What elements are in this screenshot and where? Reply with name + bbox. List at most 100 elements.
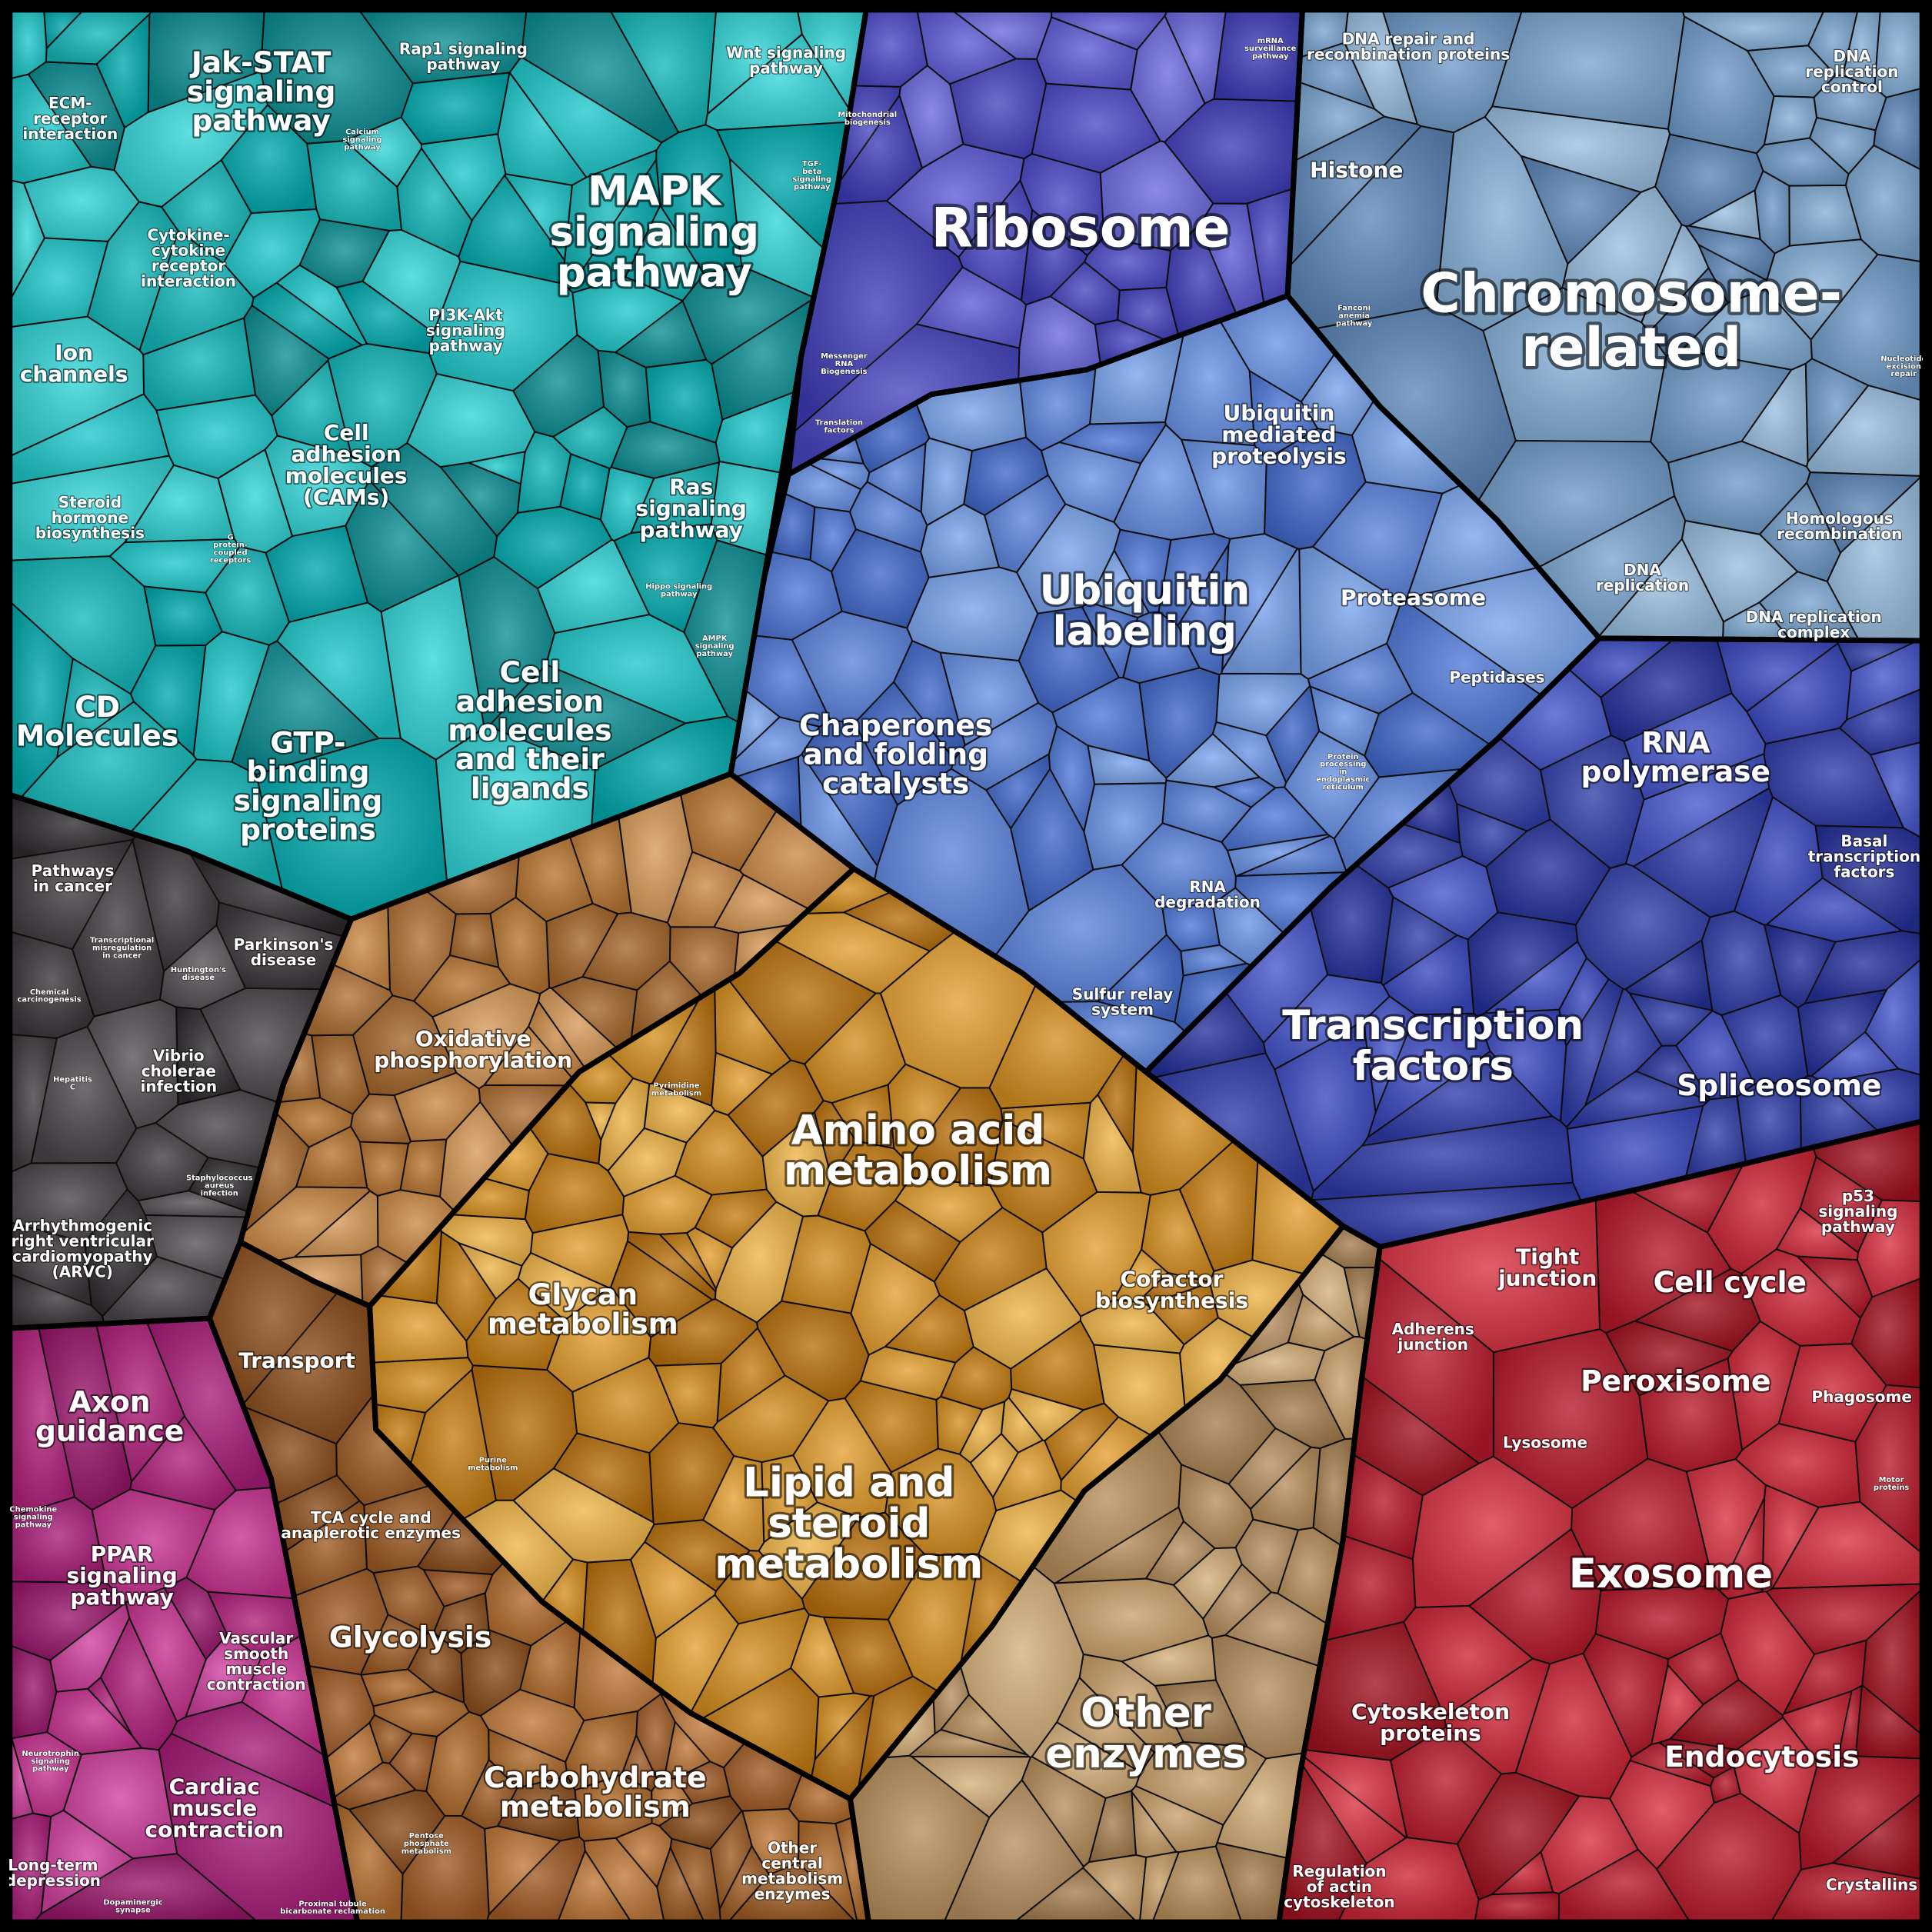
replication-repair-cell-shading (1845, 145, 1923, 262)
metabolism-cell-shading (781, 1215, 871, 1314)
carbohydrate-cell-shading (788, 1773, 853, 1824)
pathway-label-line: Cofactor (1121, 1267, 1224, 1292)
pathway-label-line: Sulfur relay (1072, 984, 1173, 1003)
ribosome-cell-shading (1164, 98, 1298, 204)
transcription-cell-shading (1153, 1053, 1314, 1201)
carbohydrate-cell-shading (361, 1669, 435, 1707)
ribosome-cell-shading (1198, 203, 1264, 315)
pathway-label-line: hormone (52, 508, 128, 527)
metabolism-cell-shading (960, 1555, 1022, 1665)
metabolism-cell-shading (989, 984, 1124, 1109)
replication-repair-cell-shading (1477, 441, 1675, 568)
cellular-processes-cell-shading (1766, 1584, 1923, 1655)
disease-cell-shading (138, 1191, 249, 1217)
organismal-cell-shading (63, 1747, 178, 1859)
pathway-label: AMPK signaling pathway (695, 635, 734, 658)
other-enzymes-cell-shading (1131, 1791, 1177, 1857)
genetic-information-cell-shading (1018, 607, 1119, 713)
metabolism-cell-shading (1210, 1260, 1305, 1338)
pathway-label: TGF-beta signaling pathway (792, 160, 831, 192)
genetic-information-cell-shading (1098, 934, 1184, 1023)
replication-repair-cell-shading (1382, 9, 1523, 133)
cellular-processes-cell-shading (1595, 1191, 1731, 1333)
cellular-processes-cell-shading (1659, 1738, 1737, 1778)
pathway-label-line: complex (1777, 623, 1850, 641)
replication-repair-cell-shading (1436, 117, 1568, 331)
pathway-label: Carbohydrate metabolism (484, 1760, 707, 1824)
metabolism-cell-shading (793, 1398, 891, 1517)
pathway-label-line: recombination proteins (1307, 45, 1510, 64)
signaling-cell-shading (369, 443, 498, 576)
pathway-label: Sulfur relay system (1072, 984, 1173, 1018)
replication-repair-cell-shading (1492, 9, 1685, 129)
other-enzymes-cell-shading (1083, 1854, 1147, 1923)
metabolism-cell-shading (436, 1231, 497, 1341)
pathway-label-line: proteolysis (1211, 443, 1346, 468)
other-enzymes-cell-shading (1145, 1521, 1215, 1585)
pathway-label-line: Transcriptional (90, 937, 154, 945)
organismal-cell-shading (50, 1602, 130, 1692)
metabolism-cell-shading (844, 891, 956, 951)
pathway-label: Axon guidance (35, 1385, 184, 1448)
metabolism-cell-shading (964, 1268, 1081, 1369)
pathway-label-line: Staphylococcus (186, 1174, 253, 1183)
genetic-information-cell-shading (1264, 428, 1366, 549)
pathway-label: MAPK signaling pathway (549, 168, 759, 297)
pathway-label-line: enzymes (754, 1885, 831, 1904)
carbohydrate-cell-shading (423, 1570, 493, 1607)
metabolism-cell-shading (715, 1551, 805, 1624)
transcription-cell-shading (1685, 1096, 1746, 1178)
genetic-information-cell-shading (1284, 731, 1380, 839)
cellular-processes-cell-shading (1491, 1851, 1554, 1895)
genetic-information-cell-shading (867, 443, 926, 512)
signaling-cell-shading (251, 282, 362, 359)
replication-repair-cell-shading (1842, 9, 1880, 88)
genetic-information-cell-shading (754, 551, 842, 640)
metabolism-cell-shading (990, 1119, 1098, 1233)
energy-metabolism-cell-shading (311, 1034, 370, 1114)
transcription-cell-shading (1676, 1011, 1755, 1100)
pathway-label-line: TCA cycle and (311, 1508, 431, 1527)
metabolism-cell-shading (888, 1554, 980, 1692)
pathway-label-line: Lipid and (743, 1460, 954, 1507)
metabolism-cell-shading (811, 1696, 874, 1799)
metabolism-cell-shading (1114, 1249, 1168, 1303)
cellular-processes-cell-shading (1324, 1535, 1416, 1641)
genetic-information-cell-shading (1174, 963, 1252, 1033)
pathway-label-line: excision (1887, 362, 1921, 371)
signaling-cell-shading (711, 298, 814, 420)
pathway-label: Cardiac muscle contraction (145, 1774, 284, 1843)
metabolism-cell-shading (608, 998, 701, 1084)
metabolism-cell-shading (1141, 1189, 1214, 1283)
other-enzymes-cell-shading (909, 1729, 1030, 1757)
signaling-cell-shading (682, 265, 814, 365)
energy-metabolism-cell-shading (388, 890, 456, 1001)
replication-repair-cell-shading (1298, 42, 1375, 109)
replication-repair-cell-shading (1314, 306, 1516, 501)
signaling-cell-shading (358, 9, 527, 84)
pathway-label-line: receptor (152, 256, 225, 275)
cellular-processes-cell-shading (1720, 1497, 1765, 1599)
organismal-cell-shading (158, 1734, 358, 1923)
carbohydrate-cell-shading (724, 1742, 803, 1811)
pathway-label-line: Crystallins (1826, 1876, 1917, 1894)
pathway-label: Neurotrophin signaling pathway (22, 1750, 79, 1774)
genetic-information-cell-shading (1088, 550, 1149, 618)
other-enzymes-cell-shading (1297, 1254, 1360, 1337)
metabolism-cell-shading (471, 1365, 578, 1501)
pathway-label-line: processing (1320, 761, 1367, 769)
other-enzymes-cell-shading (1152, 1846, 1242, 1923)
pathway-label-line: Proteasome (1341, 585, 1486, 611)
organismal-cell-shading (242, 1635, 325, 1756)
pathway-label: Steroid hormone biosynthesis (35, 493, 145, 542)
transcription-cell-shading (1721, 994, 1808, 1084)
other-enzymes-cell-shading (1158, 1373, 1276, 1484)
pathway-label-line: pathway (1336, 320, 1373, 328)
cellular-processes-cell-shading (1606, 1321, 1733, 1396)
transcription-cell-shading (1864, 958, 1923, 1076)
energy-metabolism-cell-shading (332, 904, 390, 991)
cellular-processes-cell-shading (1770, 1863, 1923, 1923)
pathway-label-line: Fanconi (1337, 305, 1371, 313)
pathway-label-line: Vascular (219, 1629, 293, 1647)
replication-repair-cell-shading (1810, 117, 1876, 175)
